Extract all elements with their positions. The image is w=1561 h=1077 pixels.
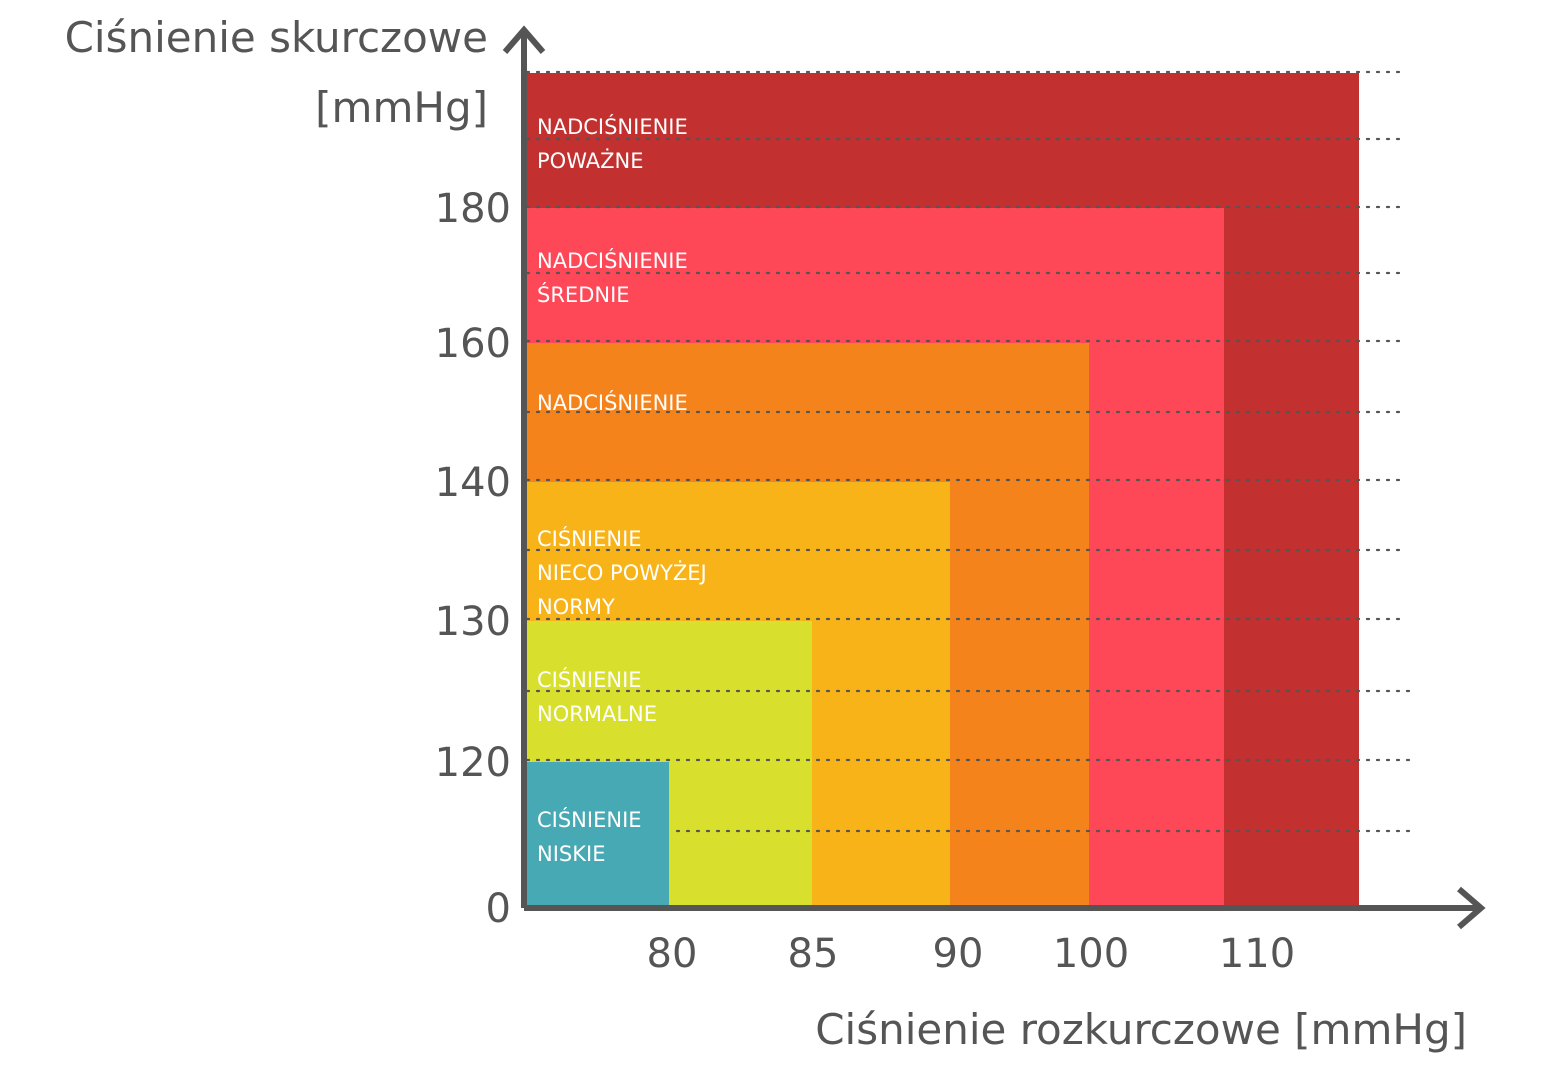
zone-label-severe-line-2: POWAŻNE: [537, 148, 644, 173]
x-tick-100: 100: [1053, 931, 1129, 977]
zone-label-low-line-1: CIŚNIENIE: [537, 807, 642, 832]
zone-label-severe-line-1: NADCIŚNIENIE: [537, 114, 688, 139]
y-axis-arrow: [502, 25, 546, 54]
y-tick-0: 0: [486, 886, 511, 932]
zone-label-hyper-line-1: NADCIŚNIENIE: [537, 390, 688, 415]
y-axis-title-line-2: [mmHg]: [315, 83, 488, 132]
zone-labels-layer: NADCIŚNIENIE POWAŻNE NADCIŚNIENIE ŚREDNIE NA…: [537, 114, 707, 866]
x-tick-110: 110: [1219, 931, 1295, 977]
zone-label-moderate-line-2: ŚREDNIE: [537, 282, 630, 307]
zone-label-normal-line-2: NORMALNE: [537, 702, 657, 726]
x-tick-80: 80: [647, 931, 698, 977]
x-tick-85: 85: [788, 931, 839, 977]
zone-label-elevated-line-3: NORMY: [537, 595, 615, 619]
y-tick-140: 140: [435, 460, 511, 506]
zones-layer: [527, 73, 1359, 906]
y-axis-title-line-1: Ciśnienie skurczowe: [65, 13, 488, 62]
y-tick-160: 160: [435, 321, 511, 367]
zone-label-elevated-line-2: NIECO POWYŻEJ: [537, 560, 707, 585]
grid-layer: [525, 70, 1414, 833]
zone-label-elevated-line-1: CIŚNIENIE: [537, 526, 642, 551]
y-tick-130: 130: [435, 599, 511, 645]
zone-low: [527, 762, 669, 906]
y-tick-120: 120: [435, 740, 511, 786]
zone-label-normal-line-1: CIŚNIENIE: [537, 667, 642, 692]
zone-label-low-line-2: NISKIE: [537, 842, 605, 866]
y-tick-180: 180: [435, 186, 511, 232]
x-tick-90: 90: [933, 931, 984, 977]
axis-titles: Ciśnienie skurczowe [mmHg] Ciśnienie roz…: [65, 13, 1467, 1054]
x-axis-arrow: [1457, 886, 1486, 930]
zone-label-moderate-line-1: NADCIŚNIENIE: [537, 248, 688, 273]
ticks-layer: 0 120 130 140 160 180 80 85 90 100 110: [435, 186, 1296, 977]
x-axis-title: Ciśnienie rozkurczowe [mmHg]: [815, 1005, 1467, 1054]
axes-layer: [502, 25, 1486, 930]
